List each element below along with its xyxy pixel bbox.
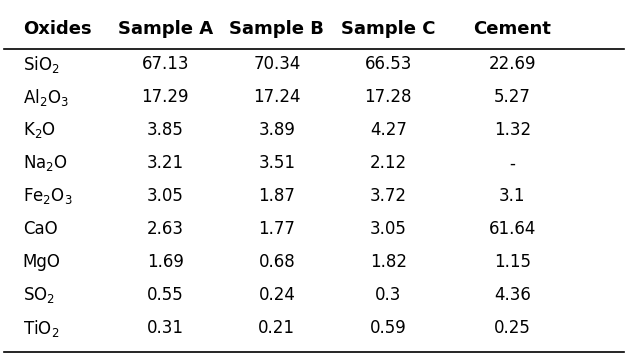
Text: 3.21: 3.21: [147, 154, 184, 172]
Text: 3.51: 3.51: [258, 154, 295, 172]
Text: 17.24: 17.24: [253, 89, 301, 106]
Text: 0.21: 0.21: [258, 319, 295, 337]
Text: MgO: MgO: [23, 253, 61, 272]
Text: 0.59: 0.59: [370, 319, 407, 337]
Text: 17.29: 17.29: [141, 89, 189, 106]
Text: 3.72: 3.72: [370, 187, 407, 205]
Text: 1.77: 1.77: [258, 220, 295, 238]
Text: SiO$_2$: SiO$_2$: [23, 54, 60, 75]
Text: 5.27: 5.27: [494, 89, 531, 106]
Text: 3.89: 3.89: [258, 122, 295, 139]
Text: CaO: CaO: [23, 220, 57, 238]
Text: 0.24: 0.24: [258, 286, 295, 304]
Text: 0.25: 0.25: [494, 319, 531, 337]
Text: Sample B: Sample B: [229, 20, 324, 38]
Text: 1.69: 1.69: [147, 253, 184, 272]
Text: 1.32: 1.32: [494, 122, 531, 139]
Text: 3.05: 3.05: [370, 220, 407, 238]
Text: 70.34: 70.34: [253, 56, 301, 73]
Text: -: -: [509, 154, 515, 172]
Text: Na$_2$O: Na$_2$O: [23, 154, 68, 174]
Text: 2.12: 2.12: [370, 154, 407, 172]
Text: SO$_2$: SO$_2$: [23, 285, 55, 305]
Text: Oxides: Oxides: [23, 20, 92, 38]
Text: K$_2$O: K$_2$O: [23, 121, 56, 140]
Text: Cement: Cement: [474, 20, 551, 38]
Text: Sample C: Sample C: [341, 20, 436, 38]
Text: 22.69: 22.69: [489, 56, 536, 73]
Text: Al$_2$O$_3$: Al$_2$O$_3$: [23, 87, 68, 108]
Text: 1.15: 1.15: [494, 253, 531, 272]
Text: 4.36: 4.36: [494, 286, 531, 304]
Text: 4.27: 4.27: [370, 122, 407, 139]
Text: 2.63: 2.63: [147, 220, 184, 238]
Text: 3.85: 3.85: [147, 122, 184, 139]
Text: 1.82: 1.82: [370, 253, 407, 272]
Text: 0.31: 0.31: [147, 319, 184, 337]
Text: 1.87: 1.87: [258, 187, 295, 205]
Text: 0.68: 0.68: [259, 253, 295, 272]
Text: TiO$_2$: TiO$_2$: [23, 318, 59, 339]
Text: Sample A: Sample A: [117, 20, 213, 38]
Text: 3.05: 3.05: [147, 187, 184, 205]
Text: 61.64: 61.64: [489, 220, 536, 238]
Text: 3.1: 3.1: [499, 187, 526, 205]
Text: 0.3: 0.3: [375, 286, 401, 304]
Text: 67.13: 67.13: [141, 56, 189, 73]
Text: Fe$_2$O$_3$: Fe$_2$O$_3$: [23, 186, 72, 207]
Text: 0.55: 0.55: [147, 286, 183, 304]
Text: 66.53: 66.53: [365, 56, 412, 73]
Text: 17.28: 17.28: [365, 89, 412, 106]
